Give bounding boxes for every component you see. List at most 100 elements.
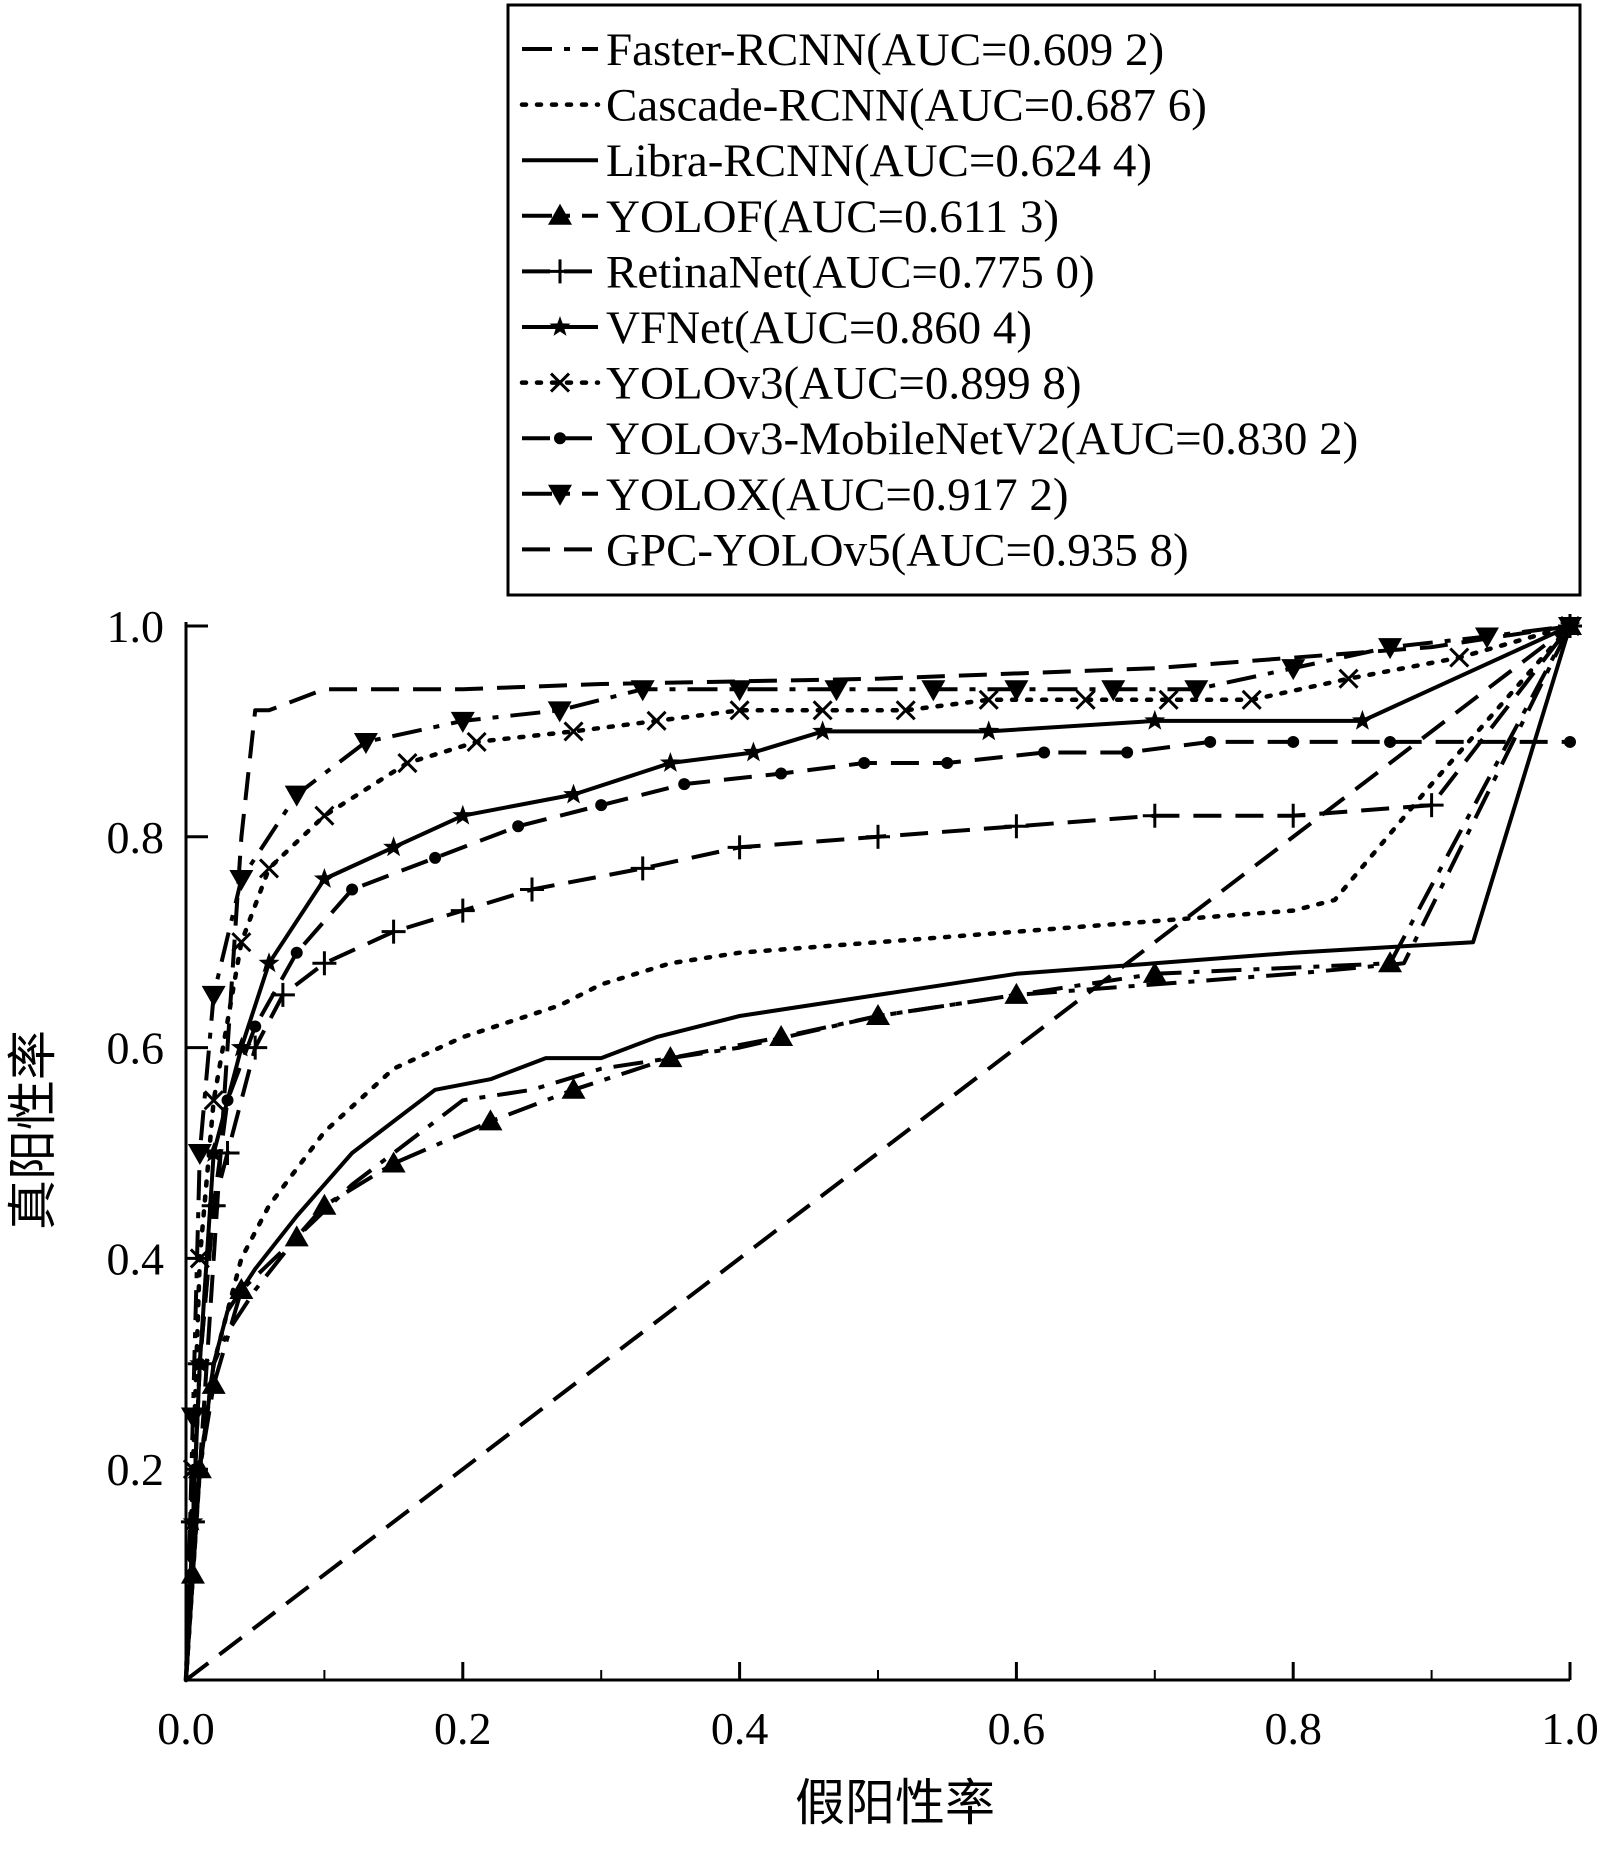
series-4-point-9 xyxy=(450,898,475,923)
axes: 0.0 0.2 0.4 0.6 0.8 1.0 0.2 0.4 0.6 0.8 1.0 xyxy=(107,601,1599,1754)
legend-swatch-marker-3 xyxy=(548,203,572,225)
series-7-point-17 xyxy=(1204,735,1217,748)
series-6-point-14-b xyxy=(978,689,999,710)
legend-label-8: YOLOX(AUC=0.917 2) xyxy=(606,469,1069,521)
series-6-point-17 xyxy=(1241,689,1262,710)
series-8-point-15 xyxy=(1184,680,1209,702)
series-8-point-5 xyxy=(284,785,309,807)
legend-label-3: YOLOF(AUC=0.611 3) xyxy=(606,191,1059,243)
series-10 xyxy=(184,624,1572,1682)
legend: Faster-RCNN(AUC=0.609 2)Cascade-RCNN(AUC… xyxy=(506,3,1582,597)
legend-label-2: Libra-RCNN(AUC=0.624 4) xyxy=(606,135,1152,187)
legend-swatch-marker-8 xyxy=(548,484,572,506)
series-4-point-10 xyxy=(520,877,544,902)
series-6-point-7-b xyxy=(397,752,418,774)
series-7-point-6 xyxy=(290,946,303,959)
series-6-point-6-b xyxy=(314,805,335,826)
series-7-point-7 xyxy=(346,883,359,896)
x-tick-label-0: 0.0 xyxy=(157,1703,215,1754)
series-2-line xyxy=(184,625,1572,1681)
y-tick-label-2: 0.6 xyxy=(107,1023,165,1074)
series-7-line xyxy=(184,739,1570,1681)
y-tick-label-4: 1.0 xyxy=(107,601,165,652)
series-6-point-10-b xyxy=(646,710,667,731)
series-8-point-8 xyxy=(547,701,572,723)
series-7-point-10 xyxy=(595,799,608,812)
series-5-point-12 xyxy=(812,720,834,741)
legend-label-1: Cascade-RCNN(AUC=0.687 6) xyxy=(606,80,1207,132)
y-tick-label-0: 0.2 xyxy=(107,1444,165,1495)
series-7-point-20 xyxy=(1564,735,1576,748)
series-6-point-5-b xyxy=(258,858,280,879)
series-6-point-3 xyxy=(203,1090,224,1111)
series-6-point-14 xyxy=(978,689,999,710)
series-3-point-15 xyxy=(1378,951,1403,973)
series-6-point-8-b xyxy=(466,731,487,753)
series-6-point-12 xyxy=(812,700,833,721)
series-5-point-3 xyxy=(203,1142,225,1162)
series-6-point-13-b xyxy=(895,700,916,721)
x-tick-label-5: 1.0 xyxy=(1541,1703,1599,1754)
series-7-point-18 xyxy=(1287,735,1300,748)
x-tick-label-1: 0.2 xyxy=(434,1703,492,1754)
series-3-point-8 xyxy=(478,1109,503,1131)
series-3-point-9 xyxy=(561,1077,586,1099)
series-5-point-5 xyxy=(258,952,280,973)
series-6-point-19 xyxy=(1449,647,1470,668)
series-8-point-13 xyxy=(1004,680,1029,702)
series-7 xyxy=(184,735,1576,1681)
series-8-point-4 xyxy=(229,869,254,891)
series-10-line xyxy=(184,624,1572,1682)
series-6-point-9-b xyxy=(563,721,584,742)
legend-item-9: GPC-YOLOv5(AUC=0.935 8) xyxy=(522,524,1189,576)
series-7-point-16 xyxy=(1121,746,1134,759)
series-4-point-15 xyxy=(1142,803,1167,828)
legend-swatch-marker-6-b xyxy=(549,372,571,393)
y-axis-label: 真阳性率 xyxy=(5,1030,61,1230)
legend-swatch-marker-6 xyxy=(549,372,571,393)
legend-label-9: GPC-YOLOv5(AUC=0.935 8) xyxy=(606,524,1189,576)
series-3-point-3 xyxy=(201,1372,226,1394)
series-5-point-6 xyxy=(313,868,335,888)
y-tick-label-3: 0.8 xyxy=(107,812,165,863)
series-5-point-8 xyxy=(452,804,474,825)
series-7-point-13 xyxy=(858,757,871,770)
series-6-point-7 xyxy=(397,752,418,774)
series-8-point-14 xyxy=(1101,680,1126,702)
series-6-point-17-b xyxy=(1241,689,1262,710)
legend-item-5: VFNet(AUC=0.860 4) xyxy=(522,302,1032,354)
series-3-point-13 xyxy=(1004,982,1029,1004)
series-6-point-11-b xyxy=(729,700,750,721)
series-6-point-9 xyxy=(563,721,584,742)
series-9-line xyxy=(184,624,1571,1681)
series-7-point-5 xyxy=(249,1020,262,1033)
legend-label-4: RetinaNet(AUC=0.775 0) xyxy=(606,246,1095,298)
series-6-point-8 xyxy=(466,731,487,753)
series-5-point-14 xyxy=(1144,709,1166,730)
series-3-point-5 xyxy=(284,1225,309,1247)
series-9 xyxy=(184,624,1571,1681)
plot-curves xyxy=(180,614,1582,1683)
series-8-point-7 xyxy=(450,711,475,733)
series-3-point-4 xyxy=(229,1278,254,1300)
series-7-point-11 xyxy=(678,778,691,791)
legend-box xyxy=(506,3,1582,597)
series-6-point-18 xyxy=(1338,668,1359,689)
legend-swatch-marker-4 xyxy=(548,259,572,284)
series-6-point-13 xyxy=(895,700,916,721)
series-6-point-15 xyxy=(1075,689,1096,710)
series-8-point-12 xyxy=(921,680,946,702)
series-4-point-11 xyxy=(630,856,655,881)
legend-swatch-marker-5 xyxy=(549,316,571,336)
series-3-point-10 xyxy=(658,1046,683,1068)
series-3 xyxy=(180,614,1582,1681)
legend-item-2: Libra-RCNN(AUC=0.624 4) xyxy=(522,135,1152,187)
series-3-point-14 xyxy=(1142,961,1167,983)
series-6-point-15-b xyxy=(1075,689,1096,710)
series-8-line xyxy=(184,624,1571,1681)
series-6-point-18-b xyxy=(1338,668,1359,689)
series-7-point-8 xyxy=(429,851,442,864)
series-6-point-5 xyxy=(258,858,280,879)
series-8-point-16 xyxy=(1281,659,1306,681)
